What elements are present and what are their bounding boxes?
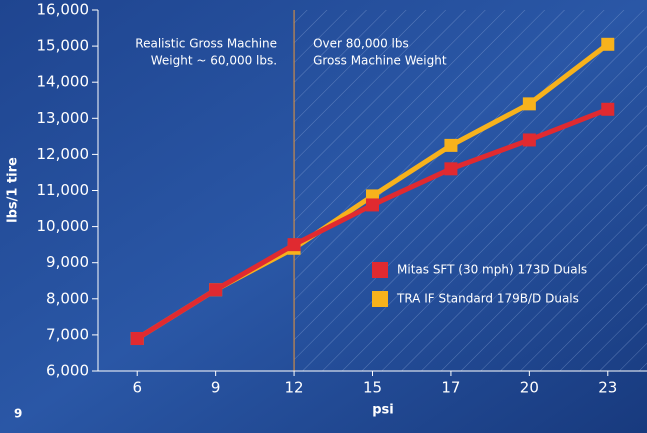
annotation: Gross Machine Weight [313,54,447,68]
y-tick-label: 9,000 [46,253,89,271]
page-number: 9 [14,407,22,421]
point [523,97,536,110]
point [288,238,301,251]
legend-label: Mitas SFT (30 mph) 173D Duals [397,263,587,277]
point [444,162,457,175]
chart: 9 psi lbs/1 tire 6,000 7,000 8,000 9,000 10,… [0,0,647,433]
x-tick-label: 12 [285,379,304,397]
annotation: Over 80,000 lbs [313,37,409,51]
point [523,133,536,146]
y-tick-label: 6,000 [46,362,89,380]
y-tick-label: 10,000 [37,217,90,235]
x-tick-label: 23 [598,379,617,397]
y-axis-label: lbs/1 tire [6,157,21,223]
y-tick-label: 15,000 [37,37,90,55]
y-tick-label: 14,000 [37,73,90,91]
point [209,283,222,296]
point [444,139,457,152]
point [601,103,614,116]
x-tick-label: 15 [363,379,382,397]
annotation: Weight ~ 60,000 lbs. [151,54,277,68]
x-tick-label: 20 [520,379,539,397]
point [366,198,379,211]
x-tick-label: 9 [211,379,221,397]
y-tick-label: 11,000 [37,181,90,199]
y-tick-label: 12,000 [37,145,90,163]
x-tick-label: 17 [441,379,460,397]
y-tick-label: 7,000 [46,325,89,343]
legend-swatch [372,262,388,278]
legend-label: TRA IF Standard 179B/D Duals [396,292,579,306]
y-tick-label: 13,000 [37,109,90,127]
x-tick-label: 6 [132,379,142,397]
point [601,38,614,51]
y-tick-label: 16,000 [37,1,90,19]
legend-swatch [372,291,388,307]
x-axis-label: psi [372,403,394,418]
point [131,332,144,345]
annotation: Realistic Gross Machine [135,37,277,51]
y-tick-label: 8,000 [46,289,89,307]
